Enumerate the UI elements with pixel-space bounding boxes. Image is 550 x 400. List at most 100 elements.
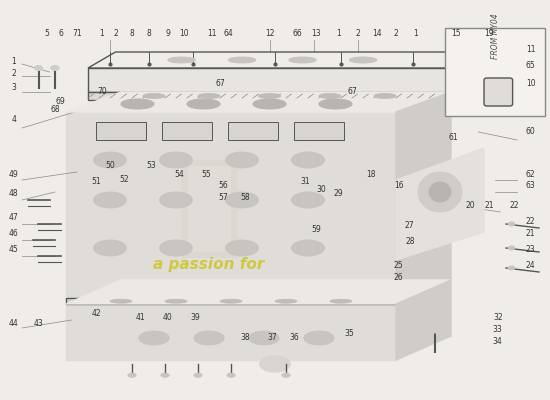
Text: 37: 37 [267,334,277,342]
Ellipse shape [508,222,515,226]
Text: 60: 60 [526,128,536,136]
Text: 18: 18 [366,170,376,178]
Text: 30: 30 [317,186,327,194]
Text: 59: 59 [311,226,321,234]
Text: 41: 41 [135,314,145,322]
Text: 4: 4 [12,116,16,124]
Text: 56: 56 [218,182,228,190]
Text: 25: 25 [394,262,404,270]
Text: 2: 2 [355,30,360,38]
Text: 2: 2 [12,70,16,78]
Text: 11: 11 [526,46,536,54]
Ellipse shape [94,192,126,208]
Text: a passion for: a passion for [153,256,265,272]
Ellipse shape [168,57,195,63]
Text: 8: 8 [146,30,151,38]
Text: 48: 48 [9,190,19,198]
Ellipse shape [121,99,154,109]
Text: 1: 1 [336,30,340,38]
Ellipse shape [35,66,43,70]
Ellipse shape [194,331,224,345]
Ellipse shape [226,240,258,256]
Ellipse shape [226,152,258,168]
Text: FROM MY04: FROM MY04 [491,13,499,59]
Ellipse shape [198,94,220,98]
Text: 50: 50 [105,162,115,170]
Bar [294,122,344,140]
Text: 34: 34 [493,338,503,346]
Text: 54: 54 [174,170,184,178]
FancyBboxPatch shape [446,28,544,116]
Text: 45: 45 [9,246,19,254]
Text: 29: 29 [333,190,343,198]
Text: 67: 67 [215,80,225,88]
Text: 67: 67 [347,88,357,96]
Text: 58: 58 [240,194,250,202]
Text: 1: 1 [12,58,16,66]
Text: 49: 49 [9,170,19,178]
Text: 19: 19 [485,30,494,38]
Text: 51: 51 [91,178,101,186]
Ellipse shape [289,57,316,63]
Text: 8: 8 [130,30,134,38]
Text: 2: 2 [394,30,398,38]
Ellipse shape [429,182,451,202]
Text: 21: 21 [526,230,536,238]
Text: 43: 43 [34,320,43,328]
Ellipse shape [319,99,352,109]
Ellipse shape [418,172,462,212]
Polygon shape [66,304,396,360]
Text: 13: 13 [311,30,321,38]
Text: 1: 1 [413,30,417,38]
Text: 26: 26 [394,274,404,282]
Text: 16: 16 [394,182,404,190]
Bar [228,122,278,140]
Ellipse shape [187,99,220,109]
Text: 47: 47 [9,214,19,222]
Ellipse shape [143,94,165,98]
Polygon shape [66,112,396,300]
Text: 46: 46 [9,230,19,238]
Text: 39: 39 [190,314,200,322]
Text: 22: 22 [509,202,519,210]
Bar [162,122,212,140]
Ellipse shape [292,240,324,256]
Text: 10: 10 [179,30,189,38]
Polygon shape [88,68,451,92]
Ellipse shape [275,299,297,303]
Ellipse shape [220,299,242,303]
Text: 36: 36 [289,334,299,342]
Polygon shape [396,92,451,300]
Text: 14: 14 [372,30,382,38]
Polygon shape [396,148,484,260]
Ellipse shape [160,240,192,256]
Ellipse shape [258,94,280,98]
Ellipse shape [228,57,256,63]
Ellipse shape [374,94,396,98]
Text: 52: 52 [119,176,129,184]
Ellipse shape [319,94,341,98]
Ellipse shape [292,152,324,168]
Polygon shape [66,280,451,304]
Text: 53: 53 [146,162,156,170]
Text: 24: 24 [526,262,536,270]
Ellipse shape [94,152,126,168]
Text: 71: 71 [72,30,82,38]
Polygon shape [66,92,451,112]
Text: 20: 20 [465,202,475,210]
Ellipse shape [51,66,59,70]
Text: 57: 57 [218,194,228,202]
Text: 11: 11 [207,30,217,38]
Text: 62: 62 [526,170,536,178]
Polygon shape [88,52,478,68]
Text: 40: 40 [163,314,173,322]
Ellipse shape [160,192,192,208]
Text: 28: 28 [405,238,415,246]
Ellipse shape [330,299,352,303]
Text: 69: 69 [56,98,65,106]
Bar [96,122,146,140]
Ellipse shape [349,57,377,63]
Text: 15: 15 [452,30,461,38]
Text: 33: 33 [493,326,503,334]
Text: 70: 70 [97,88,107,96]
